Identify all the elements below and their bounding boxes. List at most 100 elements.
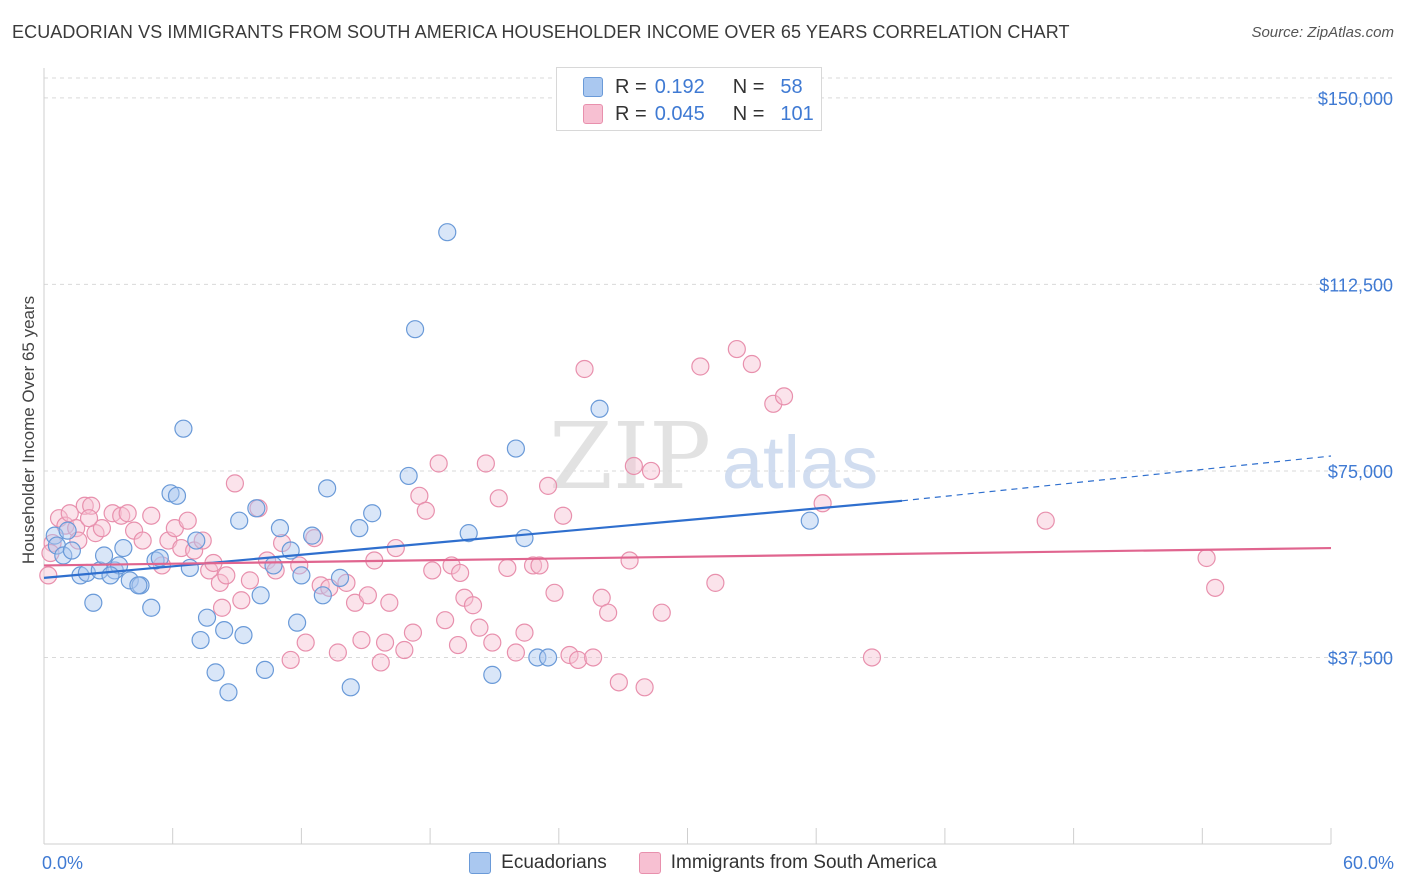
- legend-r-value: 0.045: [654, 102, 705, 125]
- data-point-ecuadorians: [292, 566, 311, 585]
- legend-row-ecuadorians: R = 0.192 N = 58: [557, 74, 803, 100]
- data-point-ecuadorians: [94, 546, 114, 565]
- data-point-immigrants: [210, 573, 229, 592]
- bottom-legend-ecuadorians: Ecuadorians: [469, 852, 607, 874]
- data-point-ecuadorians: [483, 665, 502, 684]
- data-point-immigrants: [451, 563, 470, 583]
- data-point-immigrants: [380, 593, 399, 612]
- data-point-ecuadorians: [313, 586, 332, 605]
- data-point-immigrants: [39, 566, 58, 585]
- legend-r-label: R =: [615, 75, 647, 98]
- data-point-ecuadorians: [206, 663, 225, 682]
- axes-layer: [43, 68, 1332, 845]
- data-point-immigrants: [652, 603, 671, 622]
- data-point-immigrants: [142, 506, 161, 525]
- y-tick-label: $75,000: [1328, 462, 1393, 482]
- data-point-immigrants: [212, 598, 232, 617]
- data-point-ecuadorians: [438, 223, 457, 242]
- data-point-immigrants: [545, 583, 564, 602]
- data-point-immigrants: [706, 573, 725, 592]
- data-point-ecuadorians: [54, 546, 73, 565]
- data-point-ecuadorians: [84, 593, 103, 612]
- data-point-ecuadorians: [270, 519, 290, 538]
- data-point-immigrants: [620, 551, 639, 570]
- data-point-immigrants: [305, 528, 324, 548]
- data-point-immigrants: [240, 571, 260, 590]
- y-tick-label: $37,500: [1328, 648, 1393, 668]
- data-point-ecuadorians: [363, 504, 382, 523]
- data-point-ecuadorians: [174, 419, 193, 438]
- data-point-ecuadorians: [142, 598, 161, 617]
- legend-swatch-pink: [583, 104, 603, 124]
- data-point-immigrants: [691, 357, 710, 376]
- data-point-immigrants: [1197, 548, 1216, 568]
- data-point-immigrants: [371, 653, 390, 672]
- data-point-ecuadorians: [515, 528, 534, 548]
- data-point-immigrants: [423, 561, 442, 580]
- legend-r-value: 0.192: [654, 75, 705, 98]
- data-point-ecuadorians: [303, 526, 322, 545]
- data-point-immigrants: [515, 623, 534, 642]
- data-point-immigrants: [296, 633, 315, 652]
- data-point-immigrants: [118, 504, 137, 523]
- data-point-ecuadorians: [538, 648, 558, 667]
- legend-n-value: 58: [780, 75, 803, 98]
- bottom-legend-swatch-blue: [469, 852, 492, 874]
- data-point-ecuadorians: [234, 625, 253, 645]
- trend-line-ecuadorians: [43, 499, 903, 579]
- data-point-ecuadorians: [101, 566, 120, 585]
- y-tick-label: $112,500: [1319, 275, 1393, 295]
- data-point-immigrants: [217, 566, 236, 585]
- data-point-immigrants: [352, 630, 371, 650]
- legend-row-immigrants: R = 0.045 N = 101: [557, 101, 814, 127]
- data-point-ecuadorians: [528, 648, 547, 667]
- legend-r-label: R =: [615, 102, 647, 125]
- data-point-ecuadorians: [405, 320, 425, 339]
- data-point-immigrants: [178, 511, 197, 530]
- data-point-immigrants: [416, 501, 435, 520]
- data-point-ecuadorians: [459, 524, 478, 543]
- data-point-immigrants: [498, 558, 517, 578]
- data-point-ecuadorians: [247, 499, 266, 518]
- y-tick-labels: $37,500 $75,000 $112,500 $150,000: [1318, 89, 1393, 669]
- data-point-immigrants: [599, 603, 618, 622]
- data-point-ecuadorians: [62, 541, 81, 560]
- data-point-immigrants: [133, 531, 152, 550]
- data-point-ecuadorians: [197, 608, 217, 627]
- data-point-ecuadorians: [288, 613, 307, 632]
- data-point-ecuadorians: [187, 531, 206, 550]
- data-point-immigrants: [523, 556, 543, 575]
- data-point-immigrants: [436, 611, 455, 630]
- data-point-immigrants: [470, 618, 489, 637]
- data-point-ecuadorians: [350, 519, 369, 538]
- data-point-immigrants: [862, 648, 882, 667]
- legend-n-value: 101: [780, 102, 814, 125]
- data-point-ecuadorians: [399, 466, 418, 486]
- watermark-zip: ZIP: [549, 403, 711, 510]
- data-point-ecuadorians: [114, 538, 133, 558]
- data-point-immigrants: [395, 640, 414, 660]
- y-tick-label: $150,000: [1318, 89, 1393, 109]
- data-point-immigrants: [92, 519, 112, 538]
- bottom-legend-label: Ecuadorians: [501, 852, 607, 873]
- data-point-ecuadorians: [58, 521, 77, 540]
- data-point-immigrants: [476, 454, 495, 473]
- legend-n-label: N =: [732, 75, 765, 98]
- bottom-legend-immigrants: Immigrants from South America: [638, 852, 937, 874]
- data-point-ecuadorians: [129, 576, 148, 595]
- data-point-immigrants: [727, 339, 746, 359]
- data-point-immigrants: [489, 489, 508, 508]
- data-point-ecuadorians: [264, 556, 283, 575]
- data-point-immigrants: [609, 673, 628, 692]
- series-immigrants-points: [39, 339, 1225, 697]
- data-point-ecuadorians: [230, 511, 249, 530]
- data-point-ecuadorians: [506, 439, 526, 458]
- data-point-ecuadorians: [800, 511, 819, 530]
- trend-lines: [43, 455, 1332, 579]
- data-point-ecuadorians: [255, 660, 275, 680]
- data-point-immigrants: [463, 596, 483, 615]
- grid-layer: [44, 77, 1395, 658]
- data-point-immigrants: [635, 678, 654, 697]
- data-point-immigrants: [1036, 511, 1055, 530]
- data-point-immigrants: [483, 633, 502, 652]
